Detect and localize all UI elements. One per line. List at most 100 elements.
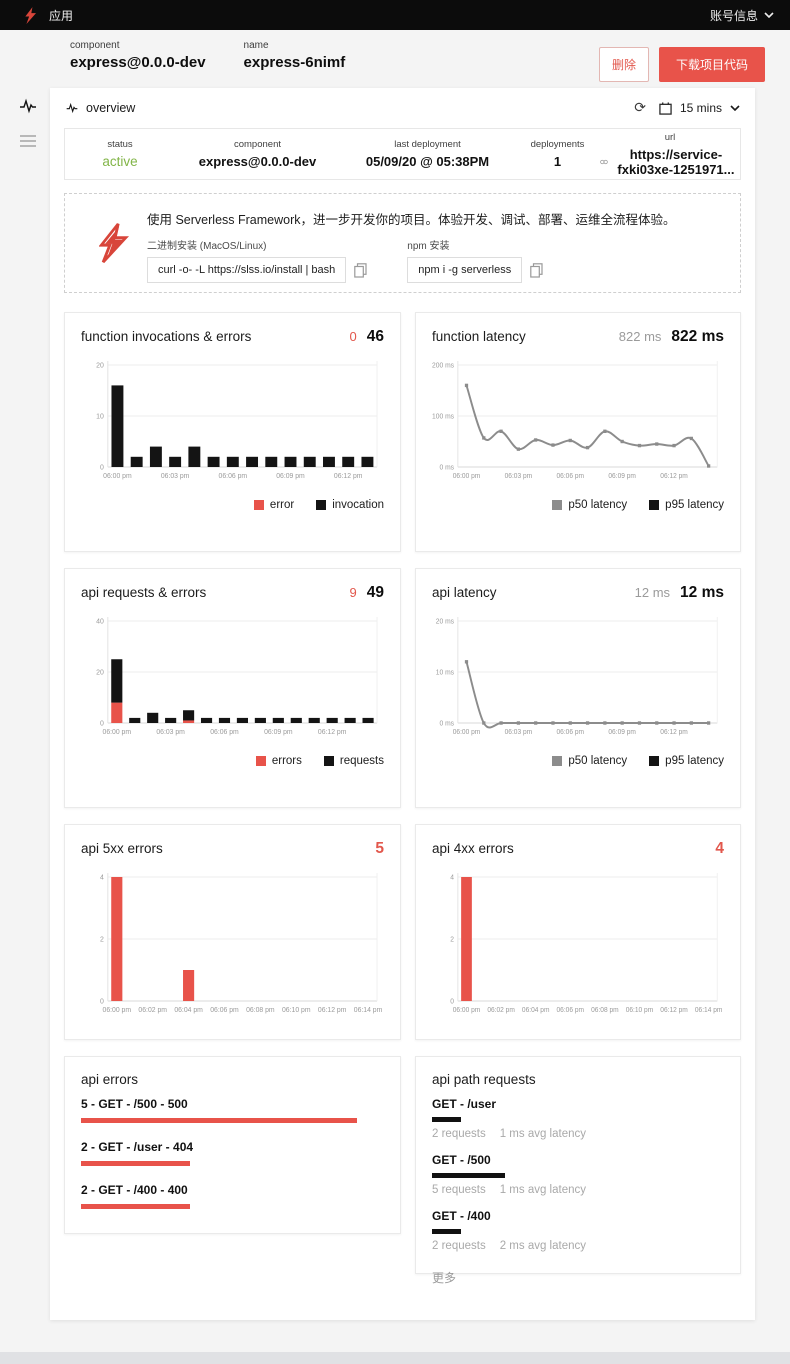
api-path-row: GET - /400 2 requests 2 ms avg latency: [432, 1209, 724, 1252]
copy-icon[interactable]: [354, 262, 367, 278]
component-value: express@0.0.0-dev: [70, 54, 206, 71]
api-path-requests: 2 requests: [432, 1128, 486, 1140]
chart-summary-primary: 46: [366, 328, 384, 345]
legend-swatch: [253, 500, 264, 510]
pulse-icon: [66, 102, 78, 114]
svg-text:0 ms: 0 ms: [440, 720, 455, 727]
top-navbar: 应用 账号信息: [0, 0, 790, 30]
svg-text:06:09 pm: 06:09 pm: [276, 473, 305, 480]
main-card: overview ⟳ 15 mins status active compone…: [50, 88, 755, 1320]
api-path-row: GET - /500 5 requests 1 ms avg latency: [432, 1153, 724, 1196]
svg-text:06:12 pm: 06:12 pm: [318, 729, 347, 736]
component-label: component: [233, 139, 281, 150]
svg-text:06:00 pm: 06:00 pm: [103, 473, 132, 480]
brand[interactable]: 应用: [24, 6, 74, 24]
api-path-label: GET - /user: [432, 1097, 497, 1111]
last-deployment-column: last deployment 05/09/20 @ 05:38PM: [340, 139, 515, 169]
binary-install-command: curl -o- -L https://slss.io/install | ba…: [147, 257, 347, 283]
svg-text:0: 0: [100, 720, 104, 727]
svg-text:20: 20: [96, 362, 104, 369]
page-header: component express@0.0.0-dev name express…: [70, 40, 345, 71]
api-path-label: GET - /400: [432, 1209, 491, 1223]
chart-plot: 0 10 20 06:00 pm 06:03 pm 06:06 pm 06:09 pm 06:…: [96, 361, 378, 480]
chart-card-header: api 5xx errors 5: [81, 840, 384, 858]
refresh-icon[interactable]: ⟳: [634, 100, 646, 116]
legend-swatch: [316, 500, 327, 510]
activity-rail-icon[interactable]: [19, 97, 37, 115]
chart-title: api latency: [432, 585, 497, 600]
status-column: status active: [65, 139, 175, 169]
account-menu[interactable]: 账号信息: [710, 7, 774, 24]
legend-swatch: [649, 756, 660, 766]
svg-text:10 ms: 10 ms: [436, 669, 455, 676]
chart-plot: 0 2 4 06:00 pm 06:02 pm 06:04 pm 06:06 pm 06:08…: [100, 873, 383, 1014]
svg-text:0 ms: 0 ms: [440, 464, 455, 471]
api-error-row: 2 - GET - /user - 404: [81, 1140, 384, 1166]
api-path-bar: [432, 1229, 462, 1234]
legend-label: p50 latency: [568, 755, 628, 767]
chart-legend: error invocation: [81, 499, 384, 511]
npm-install-group: npm 安装 npm i -g serverless: [407, 237, 543, 283]
chart-legend: errors requests: [81, 755, 384, 767]
component-column: component express@0.0.0-dev: [175, 139, 340, 169]
legend-label: p95 latency: [665, 755, 724, 767]
chart-legend: p50 latency p95 latency: [432, 755, 724, 767]
url-label: url: [664, 131, 676, 143]
svg-text:06:10 pm: 06:10 pm: [282, 1007, 311, 1014]
url-column: url https://service-fxki03xe-1251971...: [600, 132, 740, 177]
svg-text:06:14 pm: 06:14 pm: [354, 1007, 383, 1014]
svg-text:06:03 pm: 06:03 pm: [156, 729, 185, 736]
service-url-link[interactable]: https://service-fxki03xe-1251971...: [600, 147, 740, 177]
footer-strip: [0, 1352, 790, 1364]
api-error-label: 2 - GET - /user - 404: [81, 1140, 194, 1154]
api-error-bar: [81, 1161, 191, 1166]
svg-text:40: 40: [96, 618, 104, 625]
binary-install-label: 二进制安装 (MacOS/Linux): [147, 241, 267, 252]
chart-card-header: api latency 12 ms 12 ms: [432, 584, 724, 602]
deployments-value: 1: [553, 154, 562, 169]
delete-button[interactable]: 删除: [598, 47, 649, 82]
svg-text:06:12 pm: 06:12 pm: [660, 729, 688, 736]
chart-plot: 0 ms 100 ms 200 ms 06:00 pm 06:03 pm 06:06 pm…: [432, 361, 718, 480]
interval-dropdown[interactable]: 15 mins: [659, 101, 740, 115]
chart-summary: 5: [375, 840, 384, 858]
serverless-logo-icon: [24, 6, 39, 24]
interval-value: 15 mins: [679, 101, 722, 115]
copy-icon[interactable]: [530, 262, 543, 278]
chart-title: api 5xx errors: [81, 841, 163, 856]
legend-label: p95 latency: [665, 499, 724, 511]
serverless-bolt-icon: [85, 194, 147, 292]
svg-text:2: 2: [450, 936, 454, 943]
api-error-bar: [81, 1204, 191, 1209]
legend-swatch: [552, 756, 563, 766]
legend-label: errors: [271, 755, 302, 767]
chart-title: api requests & errors: [81, 585, 207, 600]
svg-text:06:04 pm: 06:04 pm: [522, 1007, 550, 1014]
chart-summary-secondary: 822 ms: [618, 329, 662, 344]
component-label: component: [70, 40, 120, 51]
svg-text:100 ms: 100 ms: [432, 413, 455, 420]
chevron-down-icon: [764, 12, 774, 18]
nav-brand-label[interactable]: 应用: [49, 8, 74, 23]
account-label: 账号信息: [709, 8, 758, 23]
svg-text:06:12 pm: 06:12 pm: [318, 1007, 347, 1014]
legend-item: p95 latency: [649, 755, 724, 767]
api-path-meta: 2 requests 1 ms avg latency: [432, 1128, 724, 1140]
chart-legend: p50 latency p95 latency: [432, 499, 724, 511]
legend-item: p95 latency: [649, 499, 724, 511]
chart-summary-primary: 49: [366, 584, 384, 601]
deployments-column: deployments 1: [515, 139, 600, 169]
svg-text:06:00 pm: 06:00 pm: [103, 1007, 132, 1014]
chart-summary: 12 ms 12 ms: [635, 584, 724, 602]
more-link[interactable]: 更多: [432, 1271, 457, 1285]
menu-rail-icon[interactable]: [19, 134, 37, 148]
svg-text:06:00 pm: 06:00 pm: [453, 1007, 481, 1014]
promo-box: 使用 Serverless Framework，进一步开发你的项目。体验开发、调…: [64, 193, 741, 293]
chart-plot: 0 20 40 06:00 pm 06:03 pm 06:06 pm 06:09 pm 06:…: [96, 617, 378, 736]
download-code-button[interactable]: 下载项目代码: [658, 47, 765, 82]
chart-card-api-requests-errors: api requests & errors 9 49 0 20 40 06:00 pm 06:…: [64, 568, 401, 808]
legend-label: p50 latency: [568, 499, 628, 511]
chart-title: api 4xx errors: [432, 841, 514, 856]
chart-summary-primary: 12 ms: [680, 584, 724, 601]
chart-summary-secondary: 12 ms: [634, 585, 671, 600]
